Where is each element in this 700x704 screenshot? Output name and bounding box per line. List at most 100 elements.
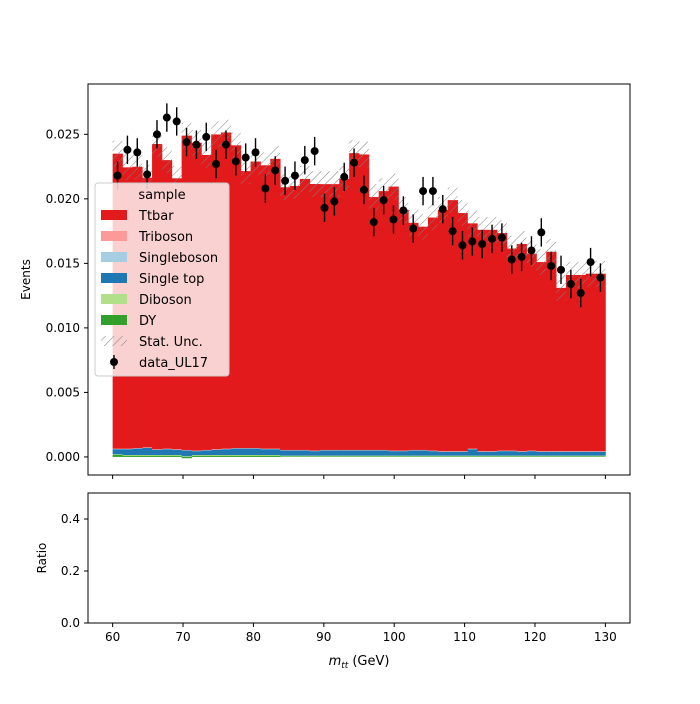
bar-single-top-37 <box>477 452 487 456</box>
bar-dy-28 <box>389 456 399 457</box>
legend-label-data-ul17: data_UL17 <box>139 356 208 371</box>
bar-ttbar-40 <box>507 249 517 451</box>
bar-ttbar-27 <box>379 191 389 450</box>
data-point-34 <box>449 227 457 235</box>
bar-diboson-44 <box>546 456 556 457</box>
data-point-36 <box>468 237 476 245</box>
x-axis-label: mtt(GeV) <box>329 654 390 671</box>
bar-diboson-39 <box>497 456 507 457</box>
bar-diboson-47 <box>576 456 586 457</box>
bar-dy-35 <box>458 456 468 457</box>
bar-diboson-42 <box>527 456 537 457</box>
bar-diboson-35 <box>458 456 468 457</box>
data-point-39 <box>498 234 506 242</box>
data-point-25 <box>360 186 368 194</box>
bar-dy-6 <box>172 456 182 457</box>
stat-unc-band-34 <box>448 187 458 213</box>
data-point-42 <box>527 246 535 254</box>
bar-diboson-38 <box>487 456 497 457</box>
bar-diboson-21 <box>320 456 330 457</box>
data-point-26 <box>370 218 378 226</box>
data-point-38 <box>488 235 496 243</box>
data-point-29 <box>399 206 407 214</box>
bar-diboson-22 <box>329 456 339 457</box>
bar-diboson-24 <box>349 456 359 457</box>
bar-diboson-48 <box>586 456 596 457</box>
xtick-label-5: 110 <box>453 630 476 644</box>
bar-single-top-3 <box>142 448 152 455</box>
bar-dy-38 <box>487 456 497 457</box>
data-point-40 <box>508 255 516 263</box>
bar-single-top-15 <box>260 449 270 455</box>
data-point-1 <box>123 146 131 154</box>
x-axis-label-main: m <box>329 654 342 669</box>
bar-single-top-27 <box>379 450 389 455</box>
data-point-49 <box>596 274 604 282</box>
xtick-label-4: 100 <box>383 630 406 644</box>
top-ytick-label-4: 0.020 <box>46 192 80 206</box>
xtick-label-3: 90 <box>316 630 331 644</box>
top-ytick-label-1: 0.005 <box>46 385 80 399</box>
stat-unc-band-28 <box>389 174 399 200</box>
bar-ttbar-48 <box>586 274 596 452</box>
data-point-13 <box>242 154 250 162</box>
bottom-ytick-label-0: 0.0 <box>61 616 80 630</box>
bar-dy-44 <box>546 456 556 457</box>
bar-dy-47 <box>576 456 586 457</box>
bar-dy-41 <box>517 456 527 457</box>
bar-diboson-26 <box>369 456 379 457</box>
bar-single-top-1 <box>122 449 132 455</box>
legend-swatch-diboson <box>101 294 127 304</box>
bar-ttbar-43 <box>536 262 546 451</box>
bar-single-top-0 <box>113 449 123 454</box>
bar-dy-26 <box>369 456 379 457</box>
bar-single-top-32 <box>428 451 438 456</box>
bar-diboson-43 <box>536 456 546 457</box>
data-point-31 <box>419 187 427 195</box>
data-point-46 <box>567 280 575 288</box>
data-point-23 <box>340 173 348 181</box>
stat-unc-band-26 <box>369 184 379 210</box>
data-point-37 <box>478 240 486 248</box>
legend-title: sample <box>138 188 185 203</box>
xtick-label-7: 130 <box>594 630 617 644</box>
bar-diboson-25 <box>359 456 369 457</box>
top-ytick-label-5: 0.025 <box>46 127 80 141</box>
bar-dy-23 <box>339 456 349 457</box>
data-point-14 <box>252 148 260 156</box>
data-point-12 <box>232 157 240 165</box>
bar-diboson-13 <box>241 455 251 456</box>
bar-dy-49 <box>596 456 606 457</box>
bar-dy-34 <box>448 456 458 457</box>
bar-dy-31 <box>418 456 428 457</box>
bar-ttbar-19 <box>300 179 310 450</box>
bar-single-top-18 <box>290 450 300 455</box>
stat-unc-band-5 <box>162 147 172 173</box>
bar-ttbar-16 <box>270 159 280 449</box>
bar-single-top-40 <box>507 451 517 456</box>
bar-ttbar-20 <box>310 184 320 451</box>
data-point-0 <box>114 172 122 180</box>
stat-unc-band-21 <box>320 171 330 197</box>
data-point-30 <box>409 225 417 233</box>
bar-diboson-3 <box>142 455 152 456</box>
data-point-18 <box>291 172 299 180</box>
bar-ttbar-41 <box>517 244 527 451</box>
data-point-7 <box>183 138 191 146</box>
bar-diboson-12 <box>231 455 241 456</box>
data-point-10 <box>212 160 220 168</box>
top-ytick-label-0: 0.000 <box>46 450 80 464</box>
bar-single-top-43 <box>536 452 546 456</box>
bar-dy-32 <box>428 456 438 457</box>
bar-ttbar-23 <box>339 179 349 450</box>
bar-single-top-36 <box>467 449 477 455</box>
bar-single-top-10 <box>211 450 221 455</box>
data-point-35 <box>458 241 466 249</box>
bar-dy-9 <box>201 456 211 457</box>
stat-unc-band-31 <box>418 214 428 240</box>
bar-dy-22 <box>329 456 339 457</box>
stat-unc-band-43 <box>536 249 546 275</box>
legend-label-single-top: Single top <box>139 272 204 287</box>
data-point-44 <box>547 262 555 270</box>
bar-diboson-46 <box>566 456 576 457</box>
